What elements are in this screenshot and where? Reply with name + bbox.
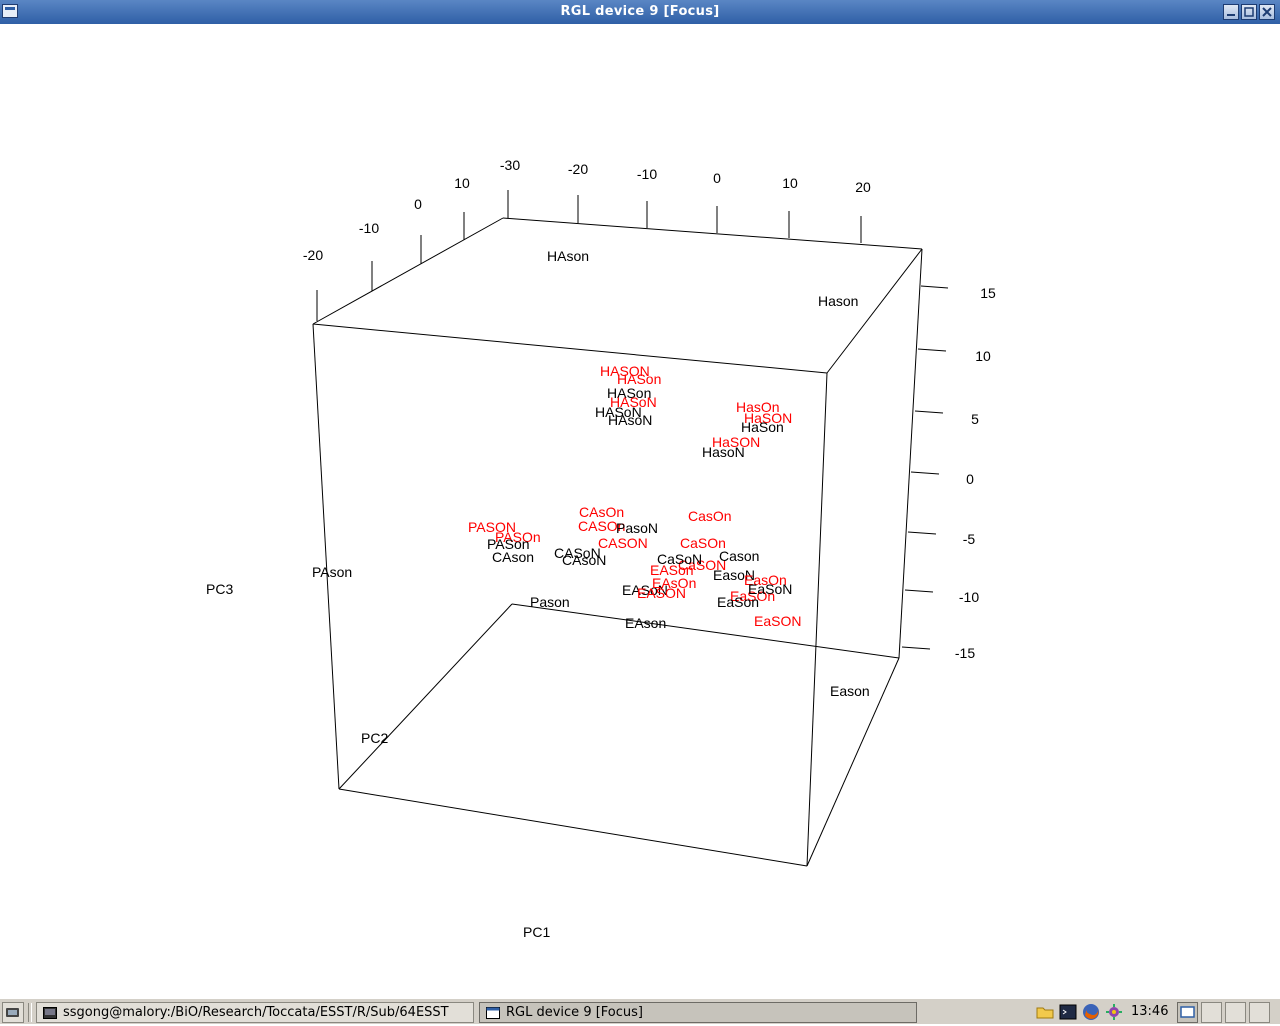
sample-label: EaSOn [730, 588, 775, 604]
pc1-tick-label: -20 [568, 161, 588, 177]
sample-label: CaSOn [680, 535, 726, 551]
sample-label: CASoN [554, 545, 601, 561]
task-terminal[interactable]: ssgong@malory:/BiO/Research/Toccata/ESST… [36, 1002, 474, 1023]
pc3-axis-title: PC3 [206, 581, 233, 597]
workspace-2[interactable] [1201, 1002, 1222, 1023]
sample-label: CaSoN [657, 551, 702, 567]
sample-label: CAsOn [579, 504, 624, 520]
sample-label: CASON [598, 535, 648, 551]
start-button[interactable] [2, 1002, 24, 1023]
minimize-icon [1227, 14, 1235, 16]
sample-label: EasOn [744, 572, 787, 588]
sample-label: EASon [650, 562, 694, 578]
pc1-tick-label: -30 [500, 157, 520, 173]
sample-label: EaSoN [748, 581, 792, 597]
maximize-button[interactable] [1241, 4, 1257, 20]
sample-label: HASoN [610, 394, 657, 410]
sample-label: PASOn [495, 529, 541, 545]
pc1-axis-title: PC1 [523, 924, 550, 940]
sample-label: EaSon [717, 594, 759, 610]
sample-label: PASon [487, 536, 530, 552]
close-button[interactable] [1259, 4, 1275, 20]
pc1-tick-labels: -30 -20 -10 0 10 20 [500, 157, 871, 195]
pc2-tick-label: -10 [359, 220, 379, 236]
pc3-tick-label: 5 [971, 411, 979, 427]
sample-label: Cason [719, 548, 759, 564]
bounding-box [312, 217, 923, 867]
pc3-tick-label: 15 [980, 285, 996, 301]
maximize-icon [1244, 7, 1254, 17]
pc2-axis-title: PC2 [361, 730, 388, 746]
taskbar-separator [28, 1003, 32, 1022]
sample-label: CaSON [678, 557, 726, 573]
settings-icon[interactable] [1104, 1002, 1124, 1022]
workspace-1[interactable] [1177, 1002, 1198, 1023]
sample-label: HASon [607, 385, 651, 401]
sample-label: HaSON [744, 410, 792, 426]
sample-label: PAson [312, 564, 352, 580]
pca-3d-plot: -30 -20 -10 0 10 20 -20 -10 0 10 15 10 5… [206, 157, 996, 940]
task-label: ssgong@malory:/BiO/Research/Toccata/ESST… [63, 1005, 449, 1020]
sample-label: CAsoN [562, 552, 606, 568]
sample-label: EASON [637, 585, 686, 601]
window-title: RGL device 9 [Focus] [560, 4, 720, 19]
terminal-icon[interactable] [1058, 1002, 1078, 1022]
workspace-window-icon [1180, 1006, 1195, 1018]
pc2-tick-label: -20 [303, 247, 323, 263]
sample-label: EASoN [622, 582, 668, 598]
sample-label: HASoN [595, 404, 642, 420]
sample-label: CASOn [578, 518, 625, 534]
sample-label: HaSon [741, 419, 784, 435]
data-labels: HAson Hason HASON HASon HASon HASoN HASo… [312, 248, 870, 699]
rgl-3d-canvas[interactable]: -30 -20 -10 0 10 20 -20 -10 0 10 15 10 5… [0, 24, 1280, 998]
sample-label: HASON [600, 363, 650, 379]
workspace-3[interactable] [1225, 1002, 1246, 1023]
sample-label: HasoN [702, 444, 745, 460]
pc2-tick-label: 10 [454, 175, 470, 191]
terminal-icon [43, 1006, 57, 1019]
pc1-tick-label: 0 [713, 170, 721, 186]
pc3-tick-label: 10 [975, 348, 991, 364]
sample-label: Hason [818, 293, 858, 309]
pc3-tick-label: 0 [966, 471, 974, 487]
sample-label: HASon [617, 371, 661, 387]
workspace-4[interactable] [1249, 1002, 1270, 1023]
minimize-button[interactable] [1223, 4, 1239, 20]
sample-label: HasOn [736, 399, 780, 415]
sample-label: Pason [530, 594, 570, 610]
window-titlebar[interactable]: RGL device 9 [Focus] [0, 0, 1280, 24]
sample-label: HAsoN [608, 412, 652, 428]
sample-label: HAson [547, 248, 589, 264]
tick-marks [316, 190, 949, 650]
sample-label: Eason [830, 683, 870, 699]
sample-label: CasOn [688, 508, 732, 524]
pc2-tick-label: 0 [414, 196, 422, 212]
pc1-tick-label: -10 [637, 166, 657, 182]
taskbar: ssgong@malory:/BiO/Research/Toccata/ESST… [0, 998, 1280, 1024]
window-icon [486, 1006, 500, 1019]
task-label: RGL device 9 [Focus] [506, 1005, 643, 1020]
pc1-tick-label: 10 [782, 175, 798, 191]
sample-label: EAsOn [652, 575, 696, 591]
sample-label: CAson [492, 549, 534, 565]
pc2-tick-labels: -20 -10 0 10 [303, 175, 470, 263]
sample-label: EasoN [713, 567, 755, 583]
task-rgl-device[interactable]: RGL device 9 [Focus] [479, 1002, 917, 1023]
sample-label: PasoN [616, 520, 658, 536]
firefox-icon[interactable] [1081, 1002, 1101, 1022]
close-icon [1262, 7, 1272, 17]
start-menu-icon [6, 1008, 19, 1017]
sample-label: EaSON [754, 613, 801, 629]
sample-label: HaSON [712, 434, 760, 450]
sample-label: EAson [625, 615, 666, 631]
window-menu-icon[interactable] [2, 4, 18, 18]
pc3-tick-label: -15 [955, 645, 975, 661]
sample-label: PASON [468, 519, 516, 535]
clock[interactable]: 13:46 [1131, 1004, 1169, 1019]
folder-icon[interactable] [1035, 1002, 1055, 1022]
pc1-tick-label: 20 [855, 179, 871, 195]
pc3-tick-label: -10 [959, 589, 979, 605]
pc3-tick-label: -5 [963, 531, 976, 547]
pc3-tick-labels: 15 10 5 0 -5 -10 -15 [955, 285, 996, 661]
